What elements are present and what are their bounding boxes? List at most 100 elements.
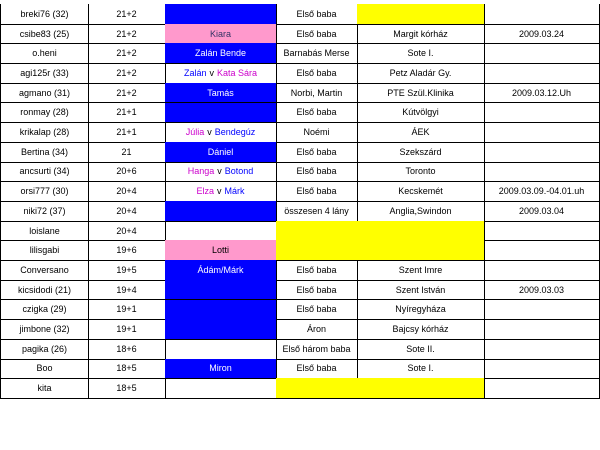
cell-text: Első baba: [296, 8, 337, 19]
note-cell: Első baba: [276, 23, 358, 45]
note-cell: Első baba: [276, 63, 358, 84]
cell-text-part: Kata Sára: [216, 67, 258, 78]
cell-text: Első baba: [296, 28, 337, 39]
cell-text: Kecskemét: [398, 186, 443, 197]
cell-text-part: Miron: [209, 363, 232, 374]
name-cell: [165, 201, 277, 222]
nickname-cell: Boo: [0, 358, 89, 380]
name-cell: Hanga v Botond: [165, 161, 277, 183]
cell-text: 18+5: [116, 363, 137, 374]
hospital-cell: Kecskemét: [357, 181, 485, 202]
cell-text: krikalap (28): [19, 127, 70, 138]
cell-text-part: Botond: [224, 166, 254, 177]
cell-text: Szent István: [395, 284, 446, 295]
note-cell: Első baba: [276, 161, 358, 183]
note-cell: [276, 220, 358, 242]
cell-text: Bertina (34): [20, 146, 69, 157]
date-cell: [484, 4, 600, 25]
cell-text: 19+4: [116, 284, 137, 295]
week-cell: 19+6: [88, 240, 166, 262]
cell-text: Noémi: [303, 127, 330, 138]
note-cell: Első baba: [276, 299, 358, 321]
week-cell: 18+5: [88, 378, 166, 399]
date-cell: 2009.03.24: [484, 23, 600, 45]
hospital-cell: [357, 4, 485, 25]
date-cell: 2009.03.09.-04.01.uh: [484, 181, 600, 202]
name-cell: [165, 378, 277, 399]
name-cell: Lotti: [165, 240, 277, 262]
nickname-cell: krikalap (28): [0, 122, 89, 143]
date-cell: [484, 240, 600, 262]
name-cell: [165, 102, 277, 124]
cell-text: 2009.03.24: [518, 28, 565, 39]
hospital-cell: PTE Szül.Klinika: [357, 82, 485, 104]
nickname-cell: jimbone (32): [0, 319, 89, 340]
nickname-cell: breki76 (32): [0, 4, 89, 25]
cell-text: Sote II.: [406, 343, 435, 354]
cell-text: 2009.03.04: [518, 205, 565, 216]
cell-text: Első baba: [296, 284, 337, 295]
cell-text: 2009.03.09.-04.01.uh: [498, 186, 585, 197]
date-cell: [484, 63, 600, 84]
note-cell: Áron: [276, 319, 358, 340]
hospital-cell: [357, 240, 485, 262]
cell-text: Első baba: [296, 264, 337, 275]
week-cell: 19+5: [88, 260, 166, 281]
cell-text: Nyíregyháza: [395, 304, 446, 315]
date-cell: [484, 338, 600, 360]
cell-text: pagika (26): [21, 343, 68, 354]
cell-text: 20+6: [116, 166, 137, 177]
cell-text-part: Márk: [224, 186, 245, 197]
date-cell: [484, 102, 600, 124]
name-cell: Zalán v Kata Sára: [165, 63, 277, 84]
cell-text: 2009.03.12.Uh: [511, 87, 572, 98]
nickname-cell: niki72 (37): [0, 201, 89, 222]
cell-text: ancsurti (34): [19, 166, 70, 177]
week-cell: 21+2: [88, 43, 166, 65]
cell-text: Első baba: [296, 166, 337, 177]
hospital-cell: Szent Imre: [357, 260, 485, 281]
hospital-cell: Szekszárd: [357, 141, 485, 163]
cell-text: 19+6: [116, 245, 137, 256]
note-cell: Első baba: [276, 279, 358, 301]
cell-text: Szent Imre: [398, 264, 443, 275]
hospital-cell: Bajcsy kórház: [357, 319, 485, 340]
week-cell: 20+4: [88, 201, 166, 222]
cell-text: 20+4: [116, 225, 137, 236]
name-cell: Tamás: [165, 82, 277, 104]
cell-text: Margit kórház: [393, 28, 448, 39]
cell-text: niki72 (37): [23, 205, 66, 216]
cell-text-part: Lotti: [211, 245, 229, 256]
cell-text: kita: [37, 383, 52, 394]
cell-text: 21+2: [116, 8, 137, 19]
hospital-cell: Sote I.: [357, 358, 485, 380]
cell-text: Első baba: [296, 186, 337, 197]
cell-text: Sote I.: [407, 48, 434, 59]
cell-text: PTE Szül.Klinika: [387, 87, 454, 98]
cell-text: 21+2: [116, 87, 137, 98]
date-cell: [484, 378, 600, 399]
cell-text: ronmay (28): [20, 107, 69, 118]
week-cell: 19+1: [88, 299, 166, 321]
hospital-cell: Sote II.: [357, 338, 485, 360]
cell-text: loislane: [29, 225, 60, 236]
cell-text: Első baba: [296, 67, 337, 78]
nickname-cell: orsi777 (30): [0, 181, 89, 202]
note-cell: Első baba: [276, 358, 358, 380]
week-cell: 20+4: [88, 181, 166, 202]
cell-text: o.heni: [32, 48, 57, 59]
date-cell: [484, 220, 600, 242]
note-cell: Első baba: [276, 102, 358, 124]
hospital-cell: Margit kórház: [357, 23, 485, 45]
name-cell: [165, 319, 277, 340]
cell-text: 19+1: [116, 304, 137, 315]
date-cell: 2009.03.04: [484, 201, 600, 222]
cell-text: Anglia,Swindon: [389, 205, 452, 216]
cell-text-part: Kiara: [209, 28, 231, 39]
cell-text-part: Ádám/Márk: [197, 264, 244, 275]
note-cell: Első három baba: [276, 338, 358, 360]
week-cell: 21+1: [88, 102, 166, 124]
date-cell: [484, 319, 600, 340]
nickname-cell: Conversano: [0, 260, 89, 281]
